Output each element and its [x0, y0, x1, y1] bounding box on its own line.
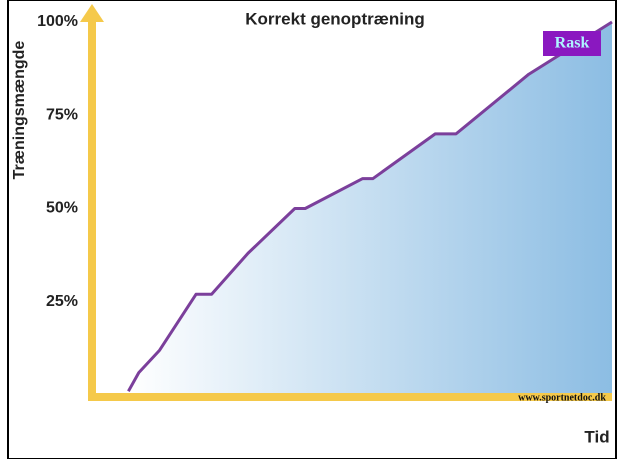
chart-title: Korrekt genoptræning: [245, 9, 424, 28]
y-tick-label: 25%: [46, 293, 78, 310]
badge: [543, 31, 601, 56]
area: [128, 22, 612, 395]
x-axis-label: Tid: [584, 427, 609, 446]
plot-area: [127, 20, 613, 395]
y-tick-label: 100%: [37, 13, 78, 30]
y-tick-label: 75%: [46, 106, 78, 123]
y-axis-arrow: [80, 4, 104, 22]
badge-label: Rask: [555, 35, 590, 52]
frame: [7, 0, 617, 459]
line: [127, 20, 613, 393]
watermark: www.sportnetdoc.dk: [518, 392, 606, 403]
y-axis-label: Træningsmængde: [11, 41, 28, 180]
y-tick-label: 50%: [46, 200, 78, 217]
